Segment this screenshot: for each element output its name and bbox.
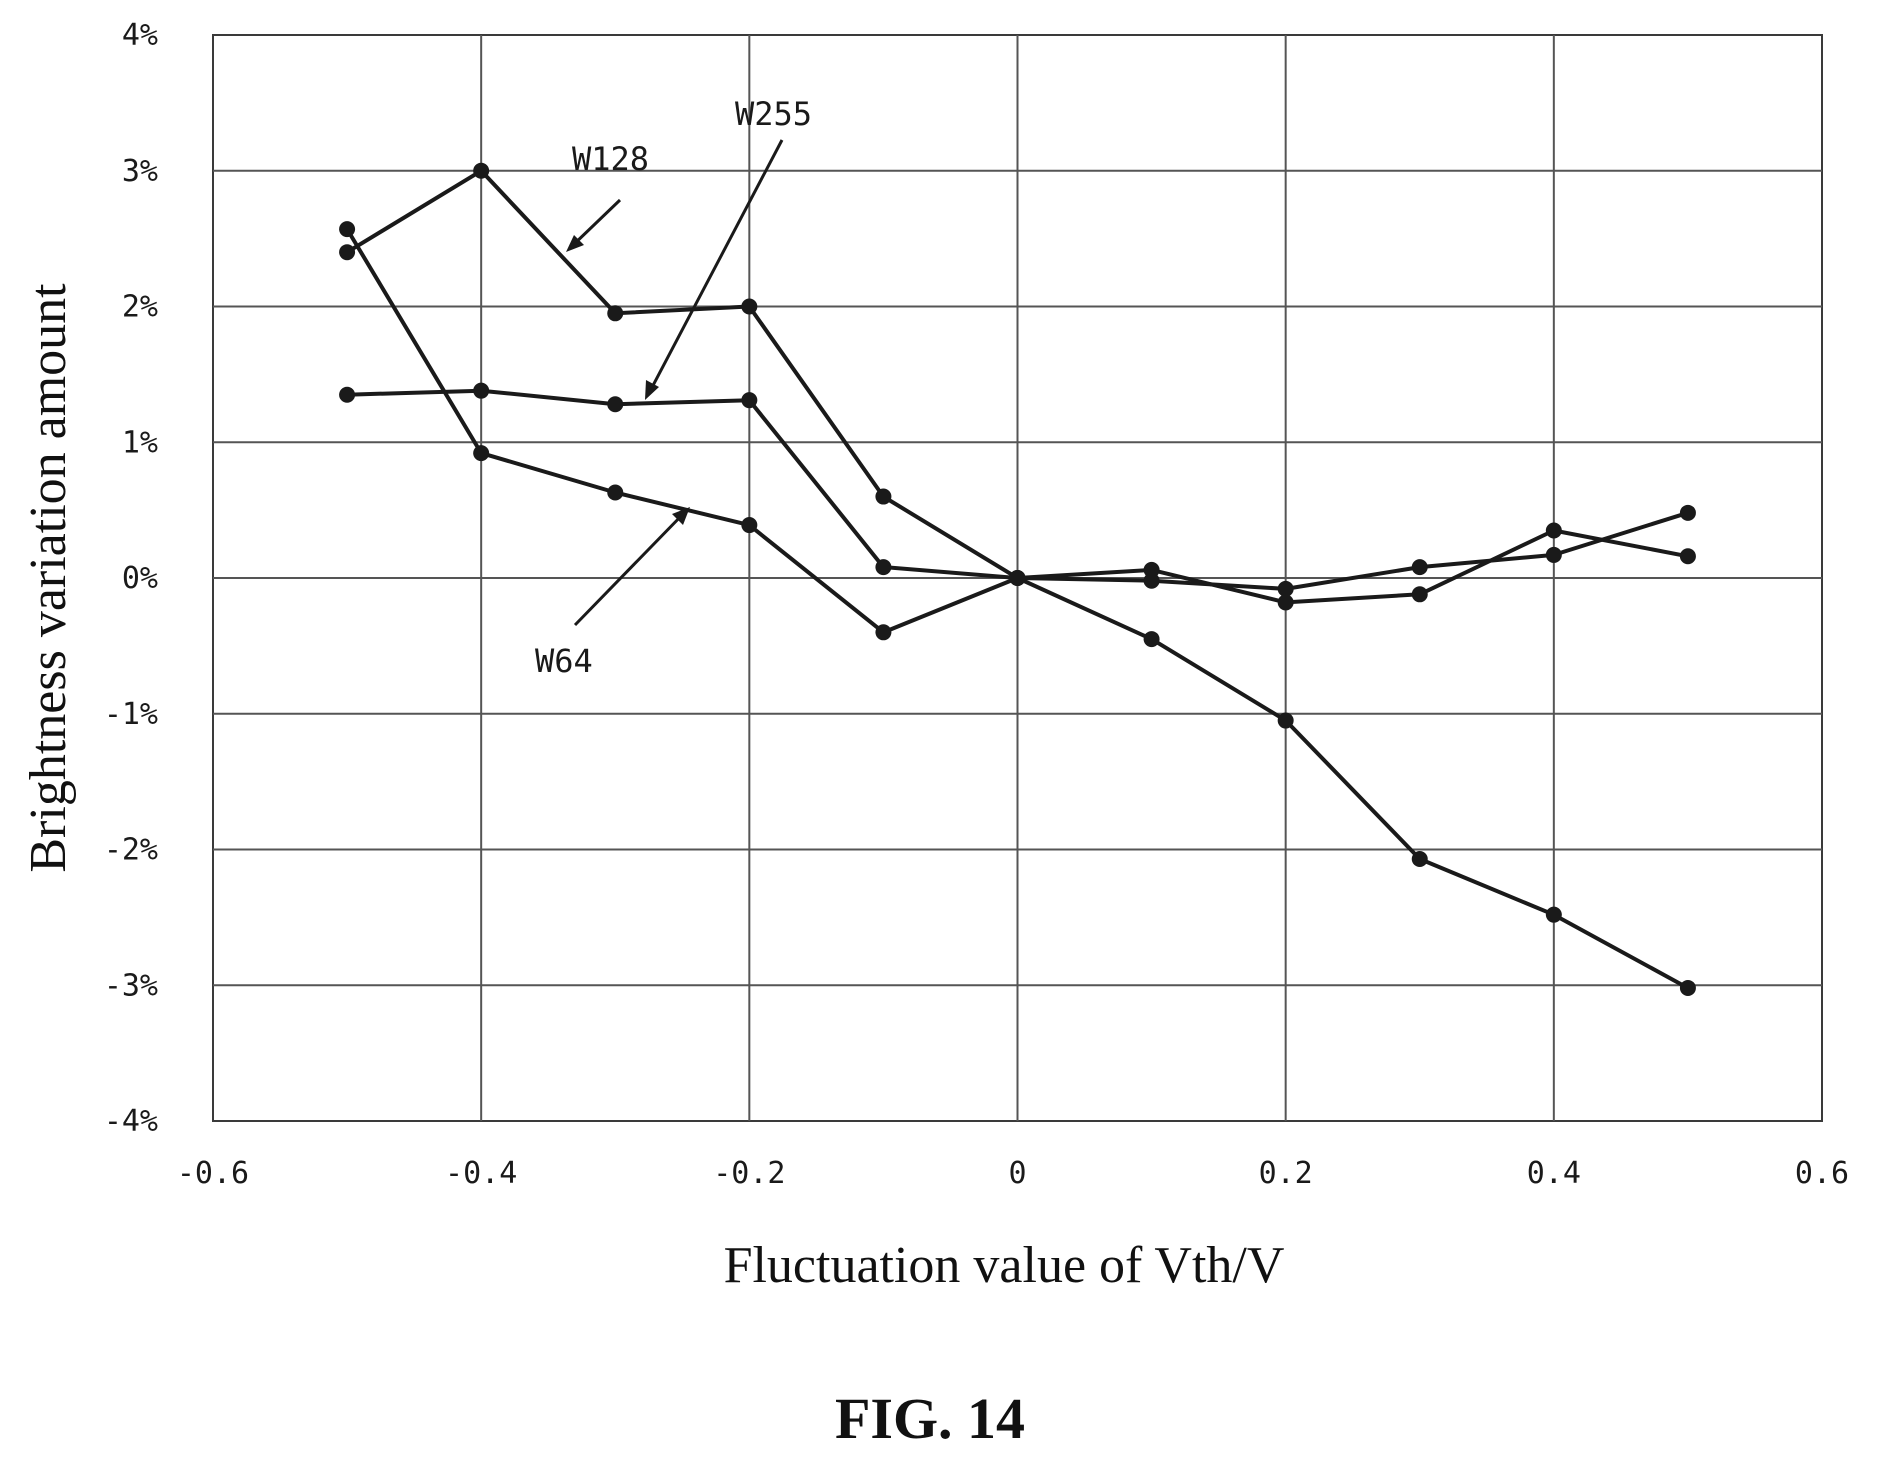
y-tick-label: -2% xyxy=(104,833,158,868)
data-point-w64 xyxy=(339,221,356,238)
y-tick-labels: 4% 3% 2% 1% 0% -1% -2% -3% -4% xyxy=(104,18,158,1139)
data-point-w128 xyxy=(607,305,624,322)
arrowhead-w255 xyxy=(645,380,659,400)
y-tick-label: 4% xyxy=(122,18,158,53)
data-point-w64 xyxy=(1411,851,1428,868)
data-point-w128 xyxy=(875,488,892,505)
arrowhead-w128 xyxy=(566,235,584,252)
data-point-w64 xyxy=(473,445,490,462)
data-point-w128 xyxy=(741,298,758,315)
x-tick-label: -0.6 xyxy=(177,1156,249,1191)
y-tick-label: -4% xyxy=(104,1104,158,1139)
label-w128: W128 xyxy=(572,140,649,178)
annotations: W128 W255 W64 xyxy=(535,95,812,680)
x-tick-label: 0.2 xyxy=(1259,1156,1313,1191)
x-axis-label: Fluctuation value of Vth/V xyxy=(724,1237,1285,1294)
figure-caption: FIG. 14 xyxy=(835,1386,1025,1451)
label-w255: W255 xyxy=(735,95,812,133)
arrow-w64 xyxy=(573,510,687,627)
data-point-w255 xyxy=(741,392,758,409)
data-point-w64 xyxy=(875,624,892,641)
data-point-w128 xyxy=(1411,559,1428,576)
data-point-w255 xyxy=(1545,522,1562,539)
data-point-w255 xyxy=(1277,594,1294,611)
data-point-w128 xyxy=(1545,546,1562,563)
data-point-w128 xyxy=(473,162,490,179)
x-tick-label: 0.4 xyxy=(1527,1156,1581,1191)
data-point-w255 xyxy=(339,386,356,403)
data-point-w255 xyxy=(1411,586,1428,603)
data-point-w255 xyxy=(875,559,892,576)
x-tick-label: -0.2 xyxy=(713,1156,785,1191)
data-point-w64 xyxy=(1679,979,1696,996)
arrow-w255 xyxy=(646,139,784,396)
data-point-w255 xyxy=(1679,548,1696,565)
x-tick-labels: -0.6 -0.4 -0.2 0 0.2 0.4 0.6 xyxy=(177,1156,1849,1191)
y-tick-label: -1% xyxy=(104,697,158,732)
data-point-w128 xyxy=(339,244,356,261)
label-w64: W64 xyxy=(535,642,593,680)
data-point-w255 xyxy=(1143,561,1160,578)
data-point-w64 xyxy=(607,484,624,501)
data-point-w64 xyxy=(1277,712,1294,729)
plot-area xyxy=(212,34,1823,1122)
y-tick-label: 2% xyxy=(122,290,158,325)
series-points xyxy=(339,162,1696,996)
x-tick-label: -0.4 xyxy=(445,1156,517,1191)
x-tick-label: 0.6 xyxy=(1795,1156,1849,1191)
y-tick-label: 1% xyxy=(122,425,158,460)
arrowhead-w64 xyxy=(672,507,690,525)
data-point-w64 xyxy=(741,517,758,534)
data-point-w128 xyxy=(1679,504,1696,521)
y-axis-label: Brightness variation amount xyxy=(20,283,77,873)
data-point-w128 xyxy=(1277,580,1294,597)
data-point-w64 xyxy=(1143,631,1160,648)
x-tick-label: 0 xyxy=(1008,1156,1026,1191)
data-point-w255 xyxy=(473,382,490,399)
y-tick-label: 0% xyxy=(122,561,158,596)
y-tick-label: 3% xyxy=(122,154,158,189)
data-point-w255 xyxy=(607,396,624,413)
y-tick-label: -3% xyxy=(104,968,158,1003)
data-point-w64 xyxy=(1009,570,1026,586)
data-point-w64 xyxy=(1545,906,1562,923)
